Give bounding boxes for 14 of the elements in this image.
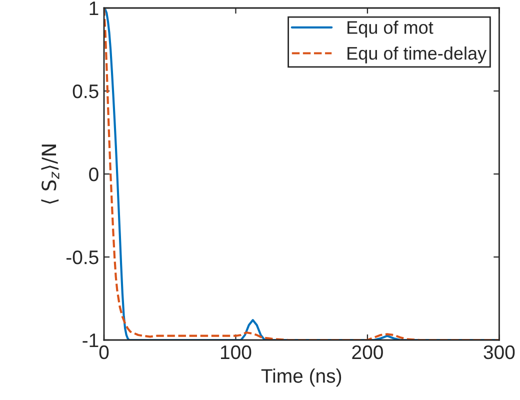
x-tick-label: 100 xyxy=(220,345,252,360)
x-tick-label: 0 xyxy=(99,345,109,360)
legend-label: Equ of mot xyxy=(348,20,434,38)
y-tick-label: -1 xyxy=(82,334,98,348)
y-tick-label: -0.5 xyxy=(66,250,98,264)
line-series xyxy=(104,8,500,340)
y-tick-label: 1 xyxy=(90,2,98,16)
y-axis-title: ⟨ S$_{z}$⟩/N xyxy=(41,144,60,204)
x-tick-label: 300 xyxy=(484,345,515,360)
y-tick-label: 0 xyxy=(89,167,98,182)
x-tick-label: 200 xyxy=(352,345,383,360)
x-axis-title: Time (ns) xyxy=(261,368,342,387)
legend-label: Equ of time-delay xyxy=(348,46,487,64)
y-tick-label: 0.5 xyxy=(72,84,98,98)
